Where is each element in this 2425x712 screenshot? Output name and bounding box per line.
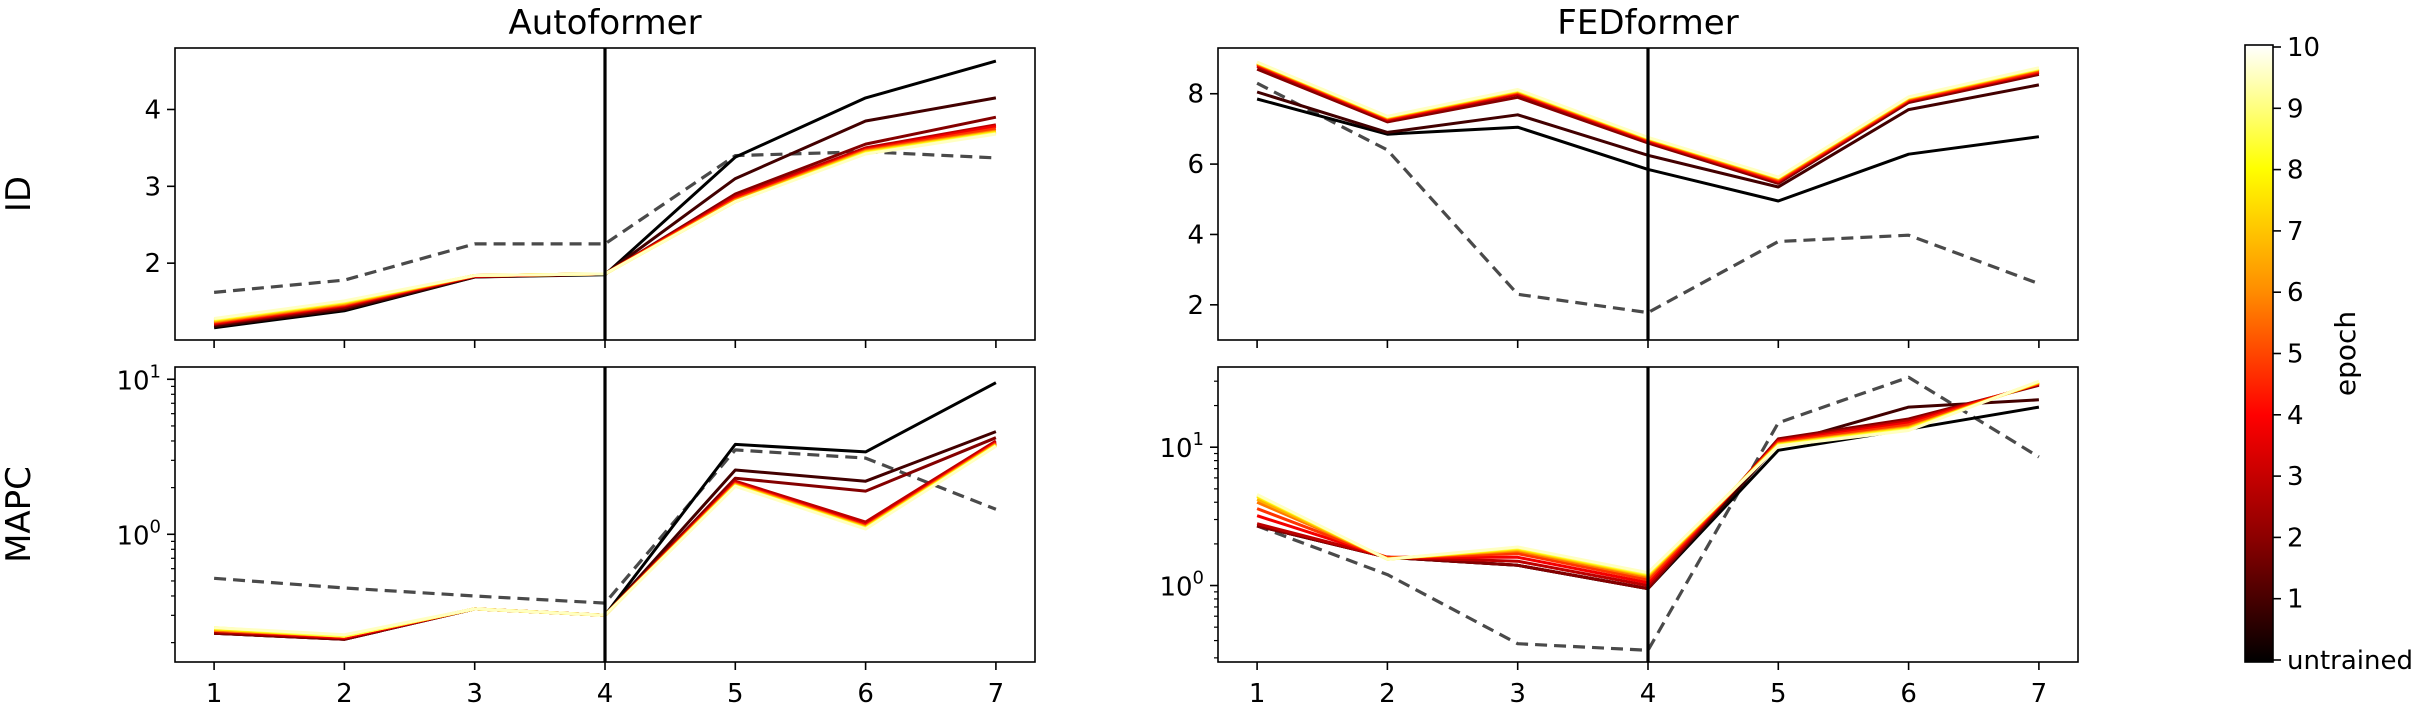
- colorbar-tick-label: 7: [2287, 217, 2304, 247]
- x-tick-label: 7: [988, 679, 1005, 709]
- x-tick-label: 3: [466, 679, 483, 709]
- panel-title: Autoformer: [508, 3, 701, 43]
- y-tick-label: 2: [1187, 291, 1204, 321]
- x-tick-label: 4: [597, 679, 614, 709]
- colorbar-tick-label: 4: [2287, 401, 2304, 431]
- panel-3: 1 2 3 4 5 6 7 100 101 MAPC: [0, 361, 1036, 709]
- colorbar-tick-label: 9: [2287, 94, 2304, 124]
- colorbar-tick-label: 10: [2287, 33, 2320, 63]
- series-line-baseline: [1256, 375, 2040, 652]
- series-line-baseline: [1256, 81, 2040, 315]
- x-tick-label: 5: [727, 679, 744, 709]
- y-tick-label: 101: [1159, 429, 1204, 464]
- y-tick-label: 2: [144, 249, 161, 279]
- x-tick-label: 1: [206, 679, 223, 709]
- y-tick-label: 4: [144, 95, 161, 125]
- x-tick-label: 6: [1900, 679, 1917, 709]
- y-axis-label: MAPC: [0, 466, 39, 563]
- panel-1: 2 3 4 Autoformer ID: [0, 3, 1036, 348]
- y-tick-label: 3: [144, 172, 161, 202]
- colorbar-tick-label: 8: [2287, 156, 2304, 186]
- y-tick-label: 6: [1187, 150, 1204, 180]
- x-tick-label: 2: [1379, 679, 1396, 709]
- colorbar-tick-label: untrained: [2287, 646, 2413, 676]
- panel-2: 2 4 6 8 FEDformer: [1187, 3, 2079, 348]
- y-tick-label: 8: [1187, 80, 1204, 110]
- x-tick-label: 7: [2031, 679, 2048, 709]
- y-tick-label: 4: [1187, 220, 1204, 250]
- y-tick-label: 100: [1159, 568, 1204, 603]
- colorbar-tick-label: 5: [2287, 340, 2304, 370]
- x-tick-label: 5: [1770, 679, 1787, 709]
- colorbar-tick-label: 2: [2287, 523, 2304, 553]
- x-tick-label: 6: [857, 679, 874, 709]
- colorbar-label: epoch: [2329, 311, 2362, 396]
- colorbar-tick-label: 6: [2287, 278, 2304, 308]
- x-tick-label: 3: [1509, 679, 1526, 709]
- panel-title: FEDformer: [1557, 3, 1738, 43]
- y-tick-label: 100: [116, 516, 161, 551]
- colorbar-tick-label: 1: [2287, 585, 2304, 615]
- x-tick-label: 2: [336, 679, 353, 709]
- colorbar: untrained 1 2 3 4 5 6 7 8 9 10 epoch: [2244, 33, 2413, 676]
- y-axis-label: ID: [0, 176, 39, 212]
- y-tick-label: 101: [116, 361, 161, 396]
- panel-4: 1 2 3 4 5 6 7 100 101: [1159, 366, 2079, 709]
- colorbar-gradient: [2244, 44, 2274, 663]
- x-tick-label: 4: [1640, 679, 1657, 709]
- x-tick-label: 1: [1249, 679, 1266, 709]
- colorbar-tick-label: 3: [2287, 462, 2304, 492]
